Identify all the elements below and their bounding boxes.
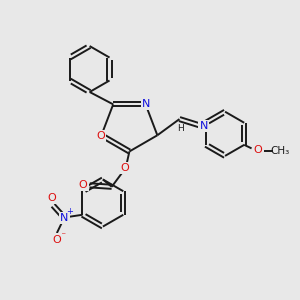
Text: N: N [60, 213, 68, 223]
Text: N: N [200, 121, 208, 131]
Text: O: O [121, 163, 129, 173]
Text: O: O [52, 235, 61, 244]
Text: CH₃: CH₃ [270, 146, 289, 156]
Text: O: O [47, 193, 56, 203]
Text: O: O [97, 131, 105, 141]
Text: H: H [178, 124, 184, 133]
Text: O: O [254, 145, 262, 155]
Text: ⁻: ⁻ [61, 231, 66, 241]
Text: N: N [142, 99, 150, 109]
Text: +: + [66, 207, 73, 216]
Text: O: O [79, 180, 88, 190]
